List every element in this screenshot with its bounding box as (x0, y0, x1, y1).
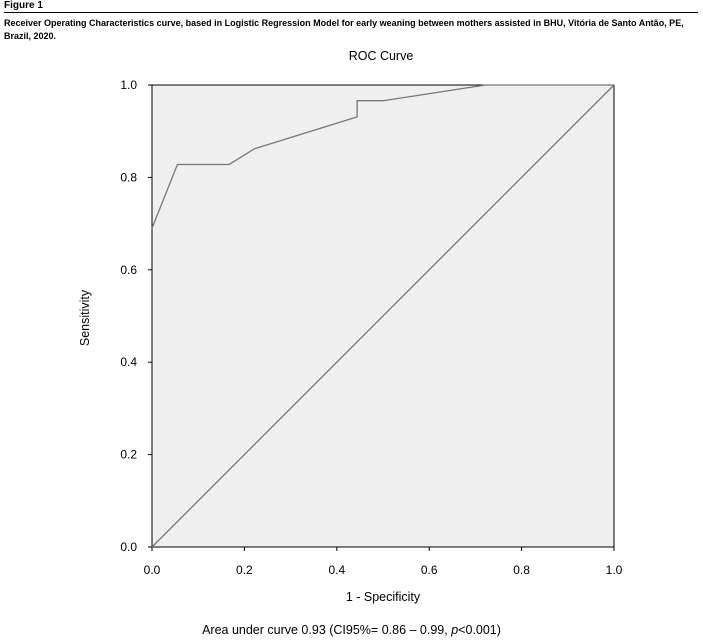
series-layer (151, 84, 615, 548)
auc-prefix: Area under curve 0.93 (CI95%= 0.86 – 0.9… (202, 623, 452, 637)
x-tick-label: 0.6 (421, 563, 438, 577)
y-tick-label: 0.8 (120, 170, 137, 184)
x-axis-label: 1 - Specificity (346, 590, 421, 604)
roc-curve-line (151, 84, 614, 229)
axis-ticks: 0.0 0.2 0.4 0.6 0.8 1.0 0.0 0.2 0.4 0.6 0.8 1.0 (120, 78, 622, 577)
y-tick-label: 0.2 (120, 448, 137, 462)
y-axis-label: Sensitivity (78, 289, 92, 346)
x-tick-label: 0.8 (513, 563, 530, 577)
p-symbol: p (451, 623, 459, 637)
auc-footnote: Area under curve 0.93 (CI95%= 0.86 – 0.9… (0, 623, 703, 637)
x-tick-label: 1.0 (606, 563, 623, 577)
figure-label: Figure 1 (4, 0, 43, 11)
figure-caption: Receiver Operating Characteristics curve… (4, 18, 684, 41)
reference-diagonal-line (151, 84, 615, 548)
y-tick-label: 1.0 (120, 78, 137, 92)
y-tick-label: 0.4 (120, 355, 137, 369)
x-tick-label: 0.4 (328, 563, 345, 577)
x-tick-label: 0.0 (144, 563, 161, 577)
chart-title: ROC Curve (349, 49, 414, 63)
y-tick-label: 0.0 (120, 540, 137, 554)
y-tick-label: 0.6 (120, 263, 137, 277)
x-tick-label: 0.2 (236, 563, 253, 577)
auc-suffix: <0.001) (458, 623, 501, 637)
figure-divider (4, 12, 698, 13)
